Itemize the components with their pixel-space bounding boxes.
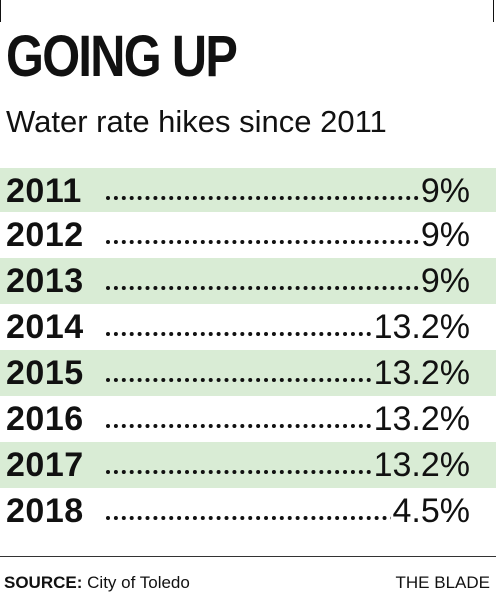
row-value: 9% bbox=[418, 212, 470, 258]
table-row: 2012 9% bbox=[0, 212, 496, 258]
dot-leader bbox=[106, 516, 466, 520]
table-row: 2015 13.2% bbox=[0, 350, 496, 396]
row-year: 2017 bbox=[6, 446, 84, 484]
row-year: 2016 bbox=[6, 400, 84, 438]
row-year: 2018 bbox=[6, 492, 84, 530]
row-year: 2015 bbox=[6, 354, 84, 392]
row-year: 2012 bbox=[6, 216, 84, 254]
row-year: 2013 bbox=[6, 262, 84, 300]
dot-leader bbox=[106, 470, 466, 474]
row-value: 13.2% bbox=[371, 442, 470, 488]
row-year: 2014 bbox=[6, 308, 84, 346]
dot-leader bbox=[106, 332, 466, 336]
row-value: 9% bbox=[418, 168, 470, 214]
table-row: 2014 13.2% bbox=[0, 304, 496, 350]
frame-rule-left bbox=[0, 0, 1, 22]
chart-title: GOING UP bbox=[6, 24, 238, 89]
table-row: 2017 13.2% bbox=[0, 442, 496, 488]
row-value: 9% bbox=[418, 258, 470, 304]
row-value: 13.2% bbox=[371, 396, 470, 442]
dot-leader bbox=[106, 196, 466, 200]
source-text: City of Toledo bbox=[87, 573, 190, 592]
table-row: 2016 13.2% bbox=[0, 396, 496, 442]
row-value: 13.2% bbox=[371, 350, 470, 396]
table-row: 2011 9% bbox=[0, 168, 496, 214]
frame-rule-right bbox=[493, 0, 494, 22]
table-row: 2013 9% bbox=[0, 258, 496, 304]
row-year: 2011 bbox=[6, 172, 82, 210]
publisher-credit: THE BLADE bbox=[395, 573, 490, 592]
row-value: 4.5% bbox=[390, 488, 470, 534]
source-note: SOURCE: City of Toledo bbox=[4, 572, 190, 594]
dot-leader bbox=[106, 424, 466, 428]
chart-subtitle: Water rate hikes since 2011 bbox=[6, 104, 387, 139]
rate-table: 2011 9% 2012 9% 2013 9% 2014 13.2% 2015 13.2% 2016… bbox=[0, 168, 496, 534]
row-value: 13.2% bbox=[371, 304, 470, 350]
table-row: 2018 4.5% bbox=[0, 488, 496, 534]
dot-leader bbox=[106, 378, 466, 382]
dot-leader bbox=[106, 286, 466, 290]
footer-divider bbox=[0, 556, 496, 557]
dot-leader bbox=[106, 240, 466, 244]
source-label: SOURCE: bbox=[4, 573, 83, 592]
